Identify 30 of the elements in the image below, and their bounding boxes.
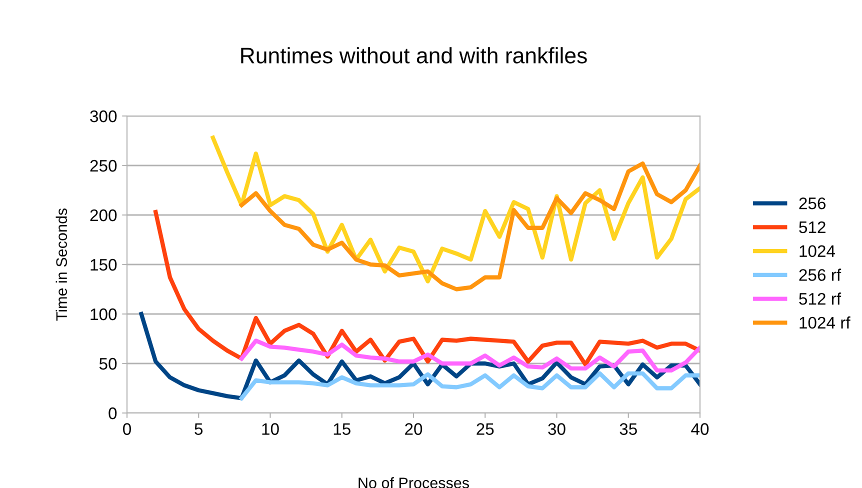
line-series [154,210,700,367]
y-tick-label: 50 [99,358,117,370]
y-tick-label: 150 [90,258,117,271]
line-series [240,371,700,400]
legend-label: 256 rf [799,268,842,281]
chart-title: Runtimes without and with rankfiles [241,47,587,64]
line-series [240,161,700,292]
y-tick-label: 0 [108,407,117,420]
x-tick-label: 0 [123,423,131,435]
legend-label: 512 [799,221,826,234]
x-tick-label: 20 [405,423,422,435]
x-tick-label: 25 [476,423,494,435]
x-tick-label: 15 [334,423,350,435]
legend-label: 512 rf [799,292,842,305]
line-series [240,338,700,373]
y-axis-title: Time in Seconds [56,208,68,321]
x-tick-label: 40 [691,423,709,435]
legend-label: 1024 rf [800,316,850,329]
line-series [210,136,700,284]
y-tick-label: 300 [90,110,117,122]
y-tick-label: 100 [90,308,117,320]
legend-label: 256 [799,197,826,210]
x-tick-label: 10 [262,423,279,435]
x-tick-label: 35 [620,423,637,435]
x-axis-title: No of Processes [358,477,469,488]
legend-label: 1024 [800,245,836,258]
y-tick-label: 250 [90,160,117,172]
y-tick-label: 200 [90,209,117,222]
x-tick-label: 5 [194,423,203,435]
x-tick-label: 30 [548,423,566,435]
